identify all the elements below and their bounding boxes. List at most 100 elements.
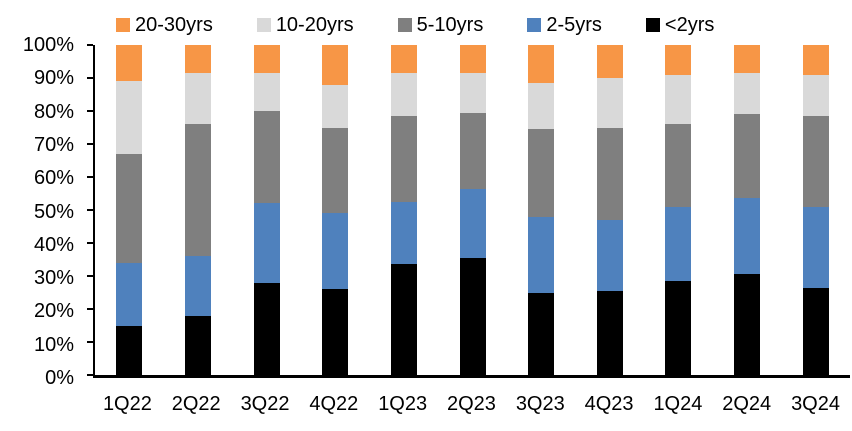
legend-swatch-10-20yrs-icon	[256, 18, 271, 32]
bar-stack-3q24	[802, 45, 829, 375]
bar-segment-20-30yrs-2q24	[734, 45, 761, 74]
y-tick-label: 70%	[33, 133, 74, 156]
x-tick-label-2q23: 2Q23	[447, 393, 496, 415]
bar-segment-10-20yrs-4q22	[322, 84, 349, 128]
chart-legend: 20-30yrs 10-20yrs 5-10yrs 2-5yrs <2yrs	[116, 11, 714, 39]
y-tick-mark	[87, 143, 93, 145]
y-tick-mark	[87, 176, 93, 178]
bar-column-4q23	[575, 45, 644, 375]
y-tick-label: 50%	[33, 200, 74, 223]
y-tick-mark	[87, 44, 93, 46]
bar-segment-10-20yrs-2q24	[734, 73, 761, 115]
legend-item-10-20yrs: 10-20yrs	[256, 11, 354, 39]
y-tick-label: 0%	[45, 367, 74, 389]
y-tick-label: 80%	[33, 100, 74, 123]
bar-segment-2-5yrs-3q23	[528, 216, 555, 293]
bar-stack-1q23	[390, 45, 417, 375]
bar-stack-4q22	[322, 45, 349, 375]
bar-segment-2-5yrs-4q22	[322, 213, 349, 290]
y-tick-label: 20%	[33, 300, 74, 323]
legend-swatch-2-5yrs-icon	[527, 18, 542, 32]
bar-column-2q23	[438, 45, 507, 375]
bar-segment-5-10yrs-3q23	[528, 129, 555, 217]
bar-segment-2-5yrs-1q22	[116, 262, 143, 326]
bar-column-2q22	[164, 45, 233, 375]
bar-segment-2-5yrs-3q24	[802, 206, 829, 288]
bar-segment-5-10yrs-1q23	[390, 115, 417, 202]
bar-segment-5-10yrs-4q23	[596, 127, 623, 220]
bar-segment-2yrs-1q24	[665, 280, 692, 375]
bar-segment-2-5yrs-2q24	[734, 198, 761, 275]
y-tick-label: 30%	[33, 267, 74, 290]
bar-segment-2-5yrs-2q22	[184, 256, 211, 316]
legend-label: 20-30yrs	[135, 14, 213, 36]
bar-segment-2-5yrs-4q23	[596, 219, 623, 291]
bar-segment-20-30yrs-3q24	[802, 45, 829, 75]
legend-item-20-30yrs: 20-30yrs	[116, 11, 213, 39]
x-axis-labels: 1Q22 2Q22 3Q22 4Q22 1Q23 2Q23 3Q23 4Q23 1Q24 2Q24…	[93, 392, 850, 416]
legend-label: 2-5yrs	[546, 14, 602, 36]
y-tick-mark	[87, 242, 93, 244]
bar-segment-20-30yrs-2q22	[184, 45, 211, 74]
bar-segment-10-20yrs-2q22	[184, 73, 211, 125]
bar-segment-20-30yrs-3q22	[253, 45, 280, 74]
x-tick-label-4q22: 4Q22	[309, 393, 359, 415]
plot-area	[87, 44, 850, 378]
bar-segment-10-20yrs-1q22	[116, 81, 143, 154]
bar-column-2q24	[713, 45, 782, 375]
bar-segment-2yrs-3q24	[802, 287, 829, 375]
bar-segment-2yrs-4q23	[596, 290, 623, 375]
bar-segment-2yrs-1q23	[390, 264, 417, 375]
y-tick-label: 100%	[22, 34, 74, 56]
legend-label: 5-10yrs	[416, 14, 484, 36]
x-tick-label-3q22: 3Q22	[240, 393, 290, 415]
bar-segment-20-30yrs-4q22	[322, 45, 349, 85]
bar-column-3q22	[232, 45, 301, 375]
bar-segment-5-10yrs-2q24	[734, 114, 761, 199]
bar-segment-2-5yrs-1q24	[665, 206, 692, 281]
bar-segment-10-20yrs-3q22	[253, 73, 280, 112]
bar-stack-1q24	[665, 45, 692, 375]
bar-column-4q22	[301, 45, 370, 375]
x-tick-label-1q23: 1Q23	[378, 393, 428, 415]
bar-segment-10-20yrs-4q23	[596, 78, 623, 128]
y-axis-labels: 0% 10% 20% 30% 40% 50% 60% 70% 80% 90% 100%	[0, 35, 74, 388]
bar-segment-10-20yrs-2q23	[459, 73, 486, 113]
x-tick-label-2q24: 2Q24	[722, 393, 772, 415]
bar-segment-2yrs-2q22	[184, 315, 211, 375]
bar-column-1q22	[95, 45, 164, 375]
x-tick-label-3q24: 3Q24	[791, 393, 840, 415]
bar-segment-2yrs-2q24	[734, 274, 761, 375]
bar-segment-20-30yrs-3q23	[528, 45, 555, 83]
legend-item-5-10yrs: 5-10yrs	[397, 11, 484, 39]
bar-stack-4q23	[596, 45, 623, 375]
bar-segment-20-30yrs-1q23	[390, 45, 417, 74]
x-tick-label-1q24: 1Q24	[653, 393, 703, 415]
bar-segment-10-20yrs-1q23	[390, 73, 417, 116]
x-tick-label-2q22: 2Q22	[171, 393, 221, 415]
legend-label: 10-20yrs	[275, 14, 354, 36]
bar-segment-2yrs-3q22	[253, 282, 280, 375]
bar-segment-5-10yrs-1q24	[665, 124, 692, 207]
bars-container	[95, 45, 850, 375]
x-tick-label-4q23: 4Q23	[584, 393, 634, 415]
bar-segment-20-30yrs-1q22	[116, 45, 143, 82]
bar-column-3q24	[781, 45, 850, 375]
bar-segment-5-10yrs-3q22	[253, 111, 280, 204]
bar-segment-2yrs-3q23	[528, 292, 555, 375]
bar-segment-10-20yrs-3q24	[802, 74, 829, 116]
y-tick-mark	[87, 209, 93, 211]
bar-segment-5-10yrs-4q22	[322, 127, 349, 214]
y-tick-label: 60%	[33, 167, 74, 190]
bar-stack-3q23	[528, 45, 555, 375]
y-tick-mark	[87, 308, 93, 310]
legend-item-2yrs: <2yrs	[645, 11, 715, 39]
bar-segment-2-5yrs-1q23	[390, 201, 417, 265]
bar-segment-5-10yrs-2q23	[459, 112, 486, 189]
bar-stack-2q22	[184, 45, 211, 375]
bar-stack-1q22	[116, 45, 143, 375]
y-tick-label: 40%	[33, 233, 74, 256]
y-tick-mark	[87, 341, 93, 343]
legend-label: <2yrs	[664, 14, 715, 36]
